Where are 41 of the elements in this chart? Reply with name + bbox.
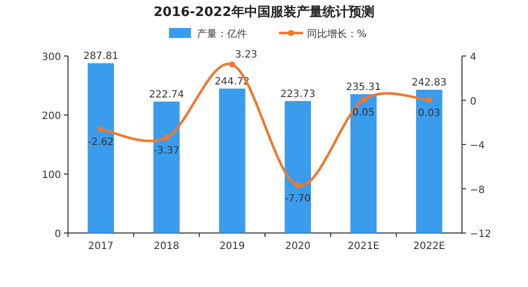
legend-label: 同比增长：% (307, 28, 367, 40)
legend-label: 产量：亿件 (197, 28, 247, 40)
y2-tick-label: 4 (470, 52, 476, 63)
bar (284, 101, 311, 233)
data-label: 235.31 (346, 82, 381, 94)
x-tick-label: 2020 (285, 241, 311, 252)
data-label: 287.81 (83, 51, 118, 62)
bar (416, 90, 442, 233)
y2-tick-label: −8 (470, 184, 485, 196)
x-tick-label: 2019 (219, 241, 245, 252)
data-label: 0.05 (352, 108, 375, 119)
point (426, 96, 432, 103)
bar (153, 102, 180, 233)
y-tick-label: 100 (42, 170, 61, 181)
x-tick-label: 2021E (348, 241, 380, 252)
y-tick-label: 200 (42, 111, 61, 122)
point (98, 126, 104, 132)
data-label: 3.23 (235, 50, 258, 61)
chart-title: 2016-2022年中国服装产量统计预测 (154, 4, 374, 20)
data-label: -2.62 (88, 137, 114, 148)
point (229, 62, 236, 68)
y-tick-label: 0 (54, 229, 61, 240)
data-label: 0.03 (418, 108, 440, 119)
point (360, 96, 366, 103)
bar (350, 94, 377, 233)
y2-tick-label: 0 (470, 96, 476, 108)
data-label: 222.74 (149, 90, 184, 101)
point (164, 134, 170, 141)
point (294, 182, 301, 188)
data-label: -7.70 (284, 193, 311, 204)
x-tick-label: 2018 (154, 241, 180, 252)
y2-tick-label: −4 (470, 140, 485, 152)
data-label: -3.37 (154, 146, 180, 157)
bar (88, 63, 114, 233)
data-label: 242.83 (412, 78, 447, 89)
y-tick-label: 300 (42, 52, 61, 63)
data-label: 223.73 (280, 89, 316, 100)
x-tick-label: 2017 (88, 241, 114, 252)
x-tick-label: 2022E (413, 241, 446, 252)
y2-tick-label: −12 (470, 229, 492, 240)
bar (219, 88, 246, 233)
